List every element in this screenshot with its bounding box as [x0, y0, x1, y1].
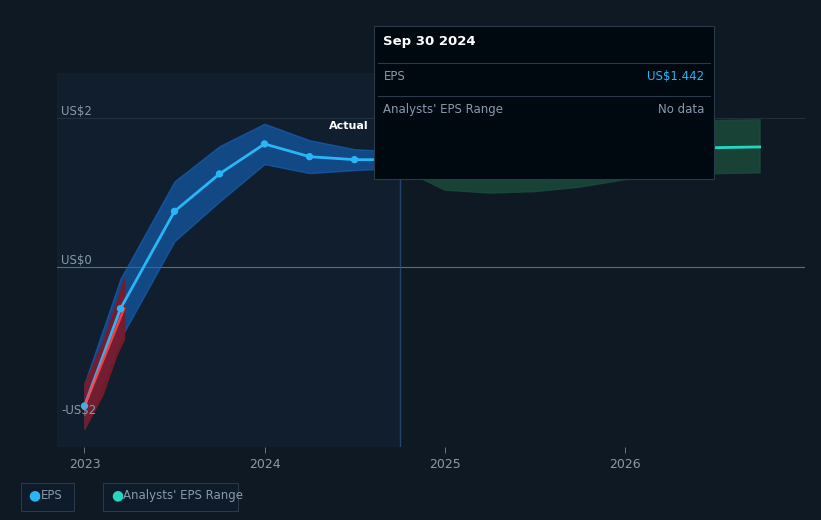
Point — [483, 170, 496, 178]
Text: -US$2: -US$2 — [61, 404, 96, 417]
Text: ●: ● — [111, 489, 123, 502]
Point — [393, 155, 406, 164]
Text: Sep 30 2024: Sep 30 2024 — [383, 35, 476, 48]
Point — [114, 305, 127, 313]
Text: US$0: US$0 — [61, 254, 92, 267]
Point — [213, 170, 226, 178]
Point — [78, 402, 91, 410]
Text: Analysts' EPS Range: Analysts' EPS Range — [383, 103, 503, 116]
Text: Analysts' EPS Range: Analysts' EPS Range — [123, 489, 243, 502]
Text: EPS: EPS — [41, 489, 62, 502]
Text: ●: ● — [29, 489, 41, 502]
Point — [618, 150, 631, 158]
Text: EPS: EPS — [383, 70, 405, 83]
Point — [438, 172, 451, 180]
Point — [303, 152, 316, 161]
Text: Actual: Actual — [329, 121, 369, 131]
Text: US$1.442: US$1.442 — [647, 70, 704, 83]
Text: US$2: US$2 — [61, 105, 92, 118]
Point — [258, 140, 271, 148]
Text: No data: No data — [658, 103, 704, 116]
Point — [393, 155, 406, 164]
Text: Analysts Forecasts: Analysts Forecasts — [453, 121, 557, 131]
Bar — [57, 73, 400, 447]
Point — [168, 207, 181, 215]
Point — [348, 155, 361, 164]
